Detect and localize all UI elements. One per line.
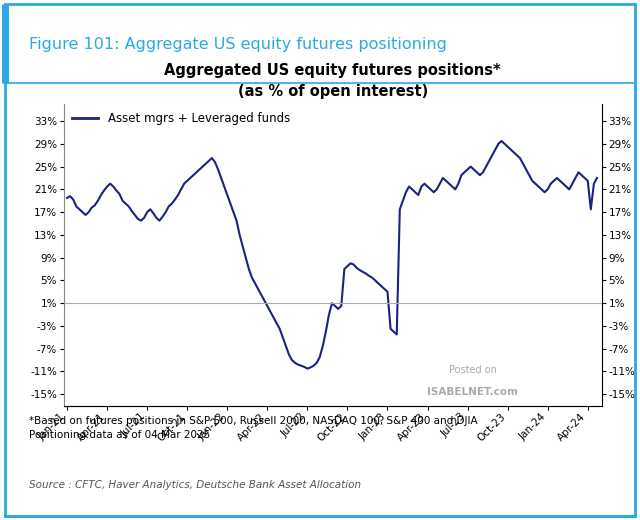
Text: Posted on: Posted on — [449, 366, 497, 375]
Text: Source : CFTC, Haver Analytics, Deutsche Bank Asset Allocation: Source : CFTC, Haver Analytics, Deutsche… — [29, 480, 361, 490]
Text: Figure 101: Aggregate US equity futures positioning: Figure 101: Aggregate US equity futures … — [29, 37, 447, 51]
Text: Positioning data as of 04 Mar 2025: Positioning data as of 04 Mar 2025 — [29, 430, 210, 440]
Text: *Based on futures positions in S&P 500, Russell 2000, NASDAQ 100, S&P 400 and DJ: *Based on futures positions in S&P 500, … — [29, 416, 477, 426]
Text: ISABELNET.com: ISABELNET.com — [427, 386, 518, 397]
Title: Aggregated US equity futures positions*
(as % of open interest): Aggregated US equity futures positions* … — [164, 63, 501, 99]
Legend: Asset mgrs + Leveraged funds: Asset mgrs + Leveraged funds — [68, 108, 294, 130]
